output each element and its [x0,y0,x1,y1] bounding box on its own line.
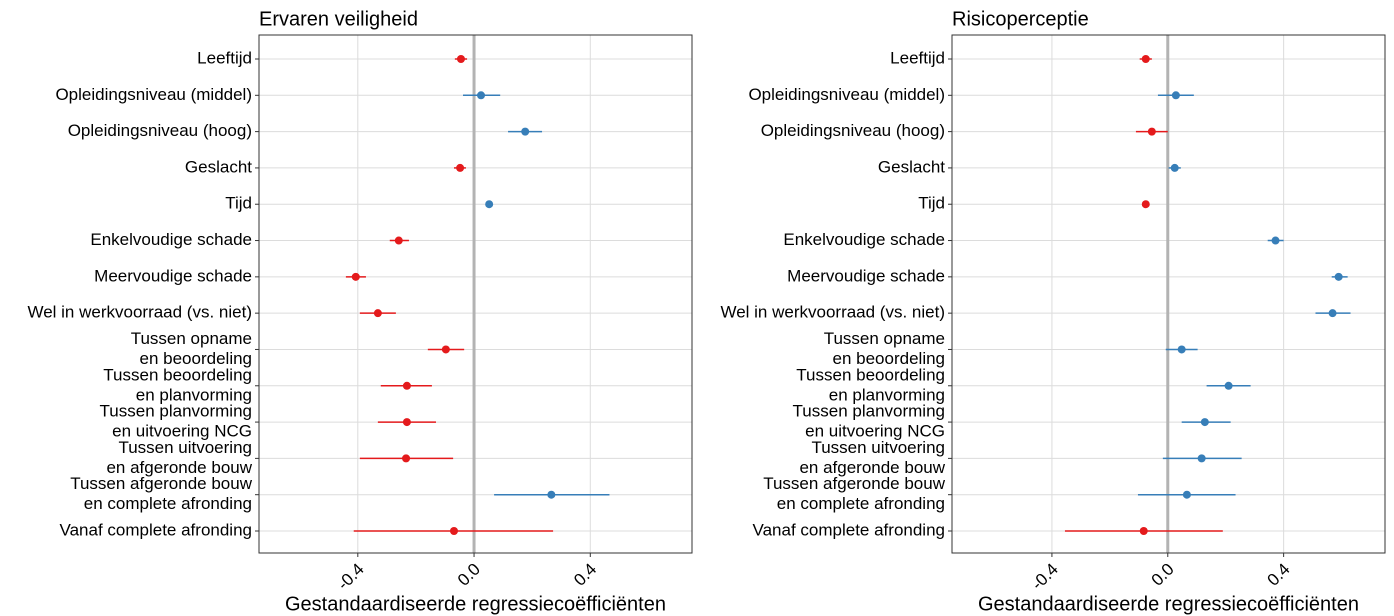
point [477,91,486,100]
point [456,163,465,172]
y-tick-label: Tussen afgeronde bouw [763,474,945,493]
plot-border [951,34,1386,554]
y-tick-label: Tussen uitvoering [118,438,252,457]
point [1141,55,1150,63]
y-tick-label: Opleidingsniveau (hoog) [68,121,252,140]
point [521,127,530,136]
point [1170,163,1179,172]
y-tick-label: en afgeronde bouw [799,458,945,477]
y-tick-label: Tussen opname [824,329,945,348]
y-tick-label: en uitvoering NCG [805,422,945,441]
point [1328,309,1337,318]
point [1147,127,1156,136]
x-tick-label: 0.0 [1148,560,1178,590]
x-axis-title: Gestandaardiseerde regressiecoëfficiënte… [285,593,666,615]
y-tick-label: Meervoudige schade [94,266,252,285]
point [1197,454,1206,463]
chart-title: Ervaren veiligheid [259,8,418,30]
y-tick-label: Tussen planvorming [793,402,945,421]
x-axis-title: Gestandaardiseerde regressiecoëfficiënte… [978,593,1359,615]
y-tick-label: Geslacht [185,157,252,176]
y-tick-label: en uitvoering NCG [112,422,252,441]
point [547,490,556,499]
point [1334,272,1343,281]
point [402,418,411,427]
y-tick-label: en afgeronde bouw [106,458,252,477]
point [485,200,494,209]
x-tick-label: 0.4 [1263,560,1293,590]
y-tick-label: Tussen afgeronde bouw [70,474,252,493]
y-tick-label: Tussen planvorming [100,402,252,421]
point [449,527,458,535]
y-tick-label: en complete afronding [777,494,945,513]
y-tick-label: Enkelvoudige schade [783,230,945,249]
point [1200,418,1209,427]
y-tick-label: Tijd [918,194,945,213]
point [402,454,411,463]
point [441,345,450,354]
point [351,272,360,281]
y-tick-label: en planvorming [829,385,945,404]
x-tick-label: 0.0 [454,560,484,590]
y-tick-label: Tussen beoordeling [796,365,945,384]
x-tick-label: -0.4 [1028,560,1062,594]
point [1139,527,1148,535]
point [1271,236,1280,245]
point [1177,345,1186,354]
y-tick-label: Opleidingsniveau (middel) [55,85,252,104]
point [1224,381,1233,390]
y-tick-label: Tussen uitvoering [811,438,945,457]
y-tick-label: en complete afronding [84,494,252,513]
y-tick-label: Opleidingsniveau (hoog) [761,121,945,140]
y-tick-label: Opleidingsniveau (middel) [748,85,945,104]
chart-title: Risicoperceptie [952,8,1089,30]
point [456,55,465,63]
y-tick-label: Tussen beoordeling [103,365,252,384]
y-tick-label: Enkelvoudige schade [90,230,252,249]
point [1141,200,1150,209]
point [394,236,403,245]
y-tick-label: Tussen opname [131,329,252,348]
y-tick-label: en beoordeling [833,349,945,368]
y-tick-label: Tijd [225,194,252,213]
point [373,309,382,318]
y-tick-label: Geslacht [878,157,945,176]
y-tick-label: Vanaf complete afronding [753,520,945,539]
y-tick-label: Wel in werkvoorraad (vs. niet) [720,303,945,322]
plot-border [258,34,693,554]
y-tick-label: Meervoudige schade [787,266,945,285]
y-tick-label: en beoordeling [140,349,252,368]
y-tick-label: Wel in werkvoorraad (vs. niet) [27,303,252,322]
x-tick-label: 0.4 [570,560,600,590]
x-tick-label: -0.4 [334,560,368,594]
point [1182,490,1191,499]
y-tick-label: Vanaf complete afronding [60,520,252,539]
y-tick-label: Leeftijd [197,48,252,67]
point [402,381,411,390]
y-tick-label: en planvorming [136,385,252,404]
point [1171,91,1180,100]
y-tick-label: Leeftijd [890,48,945,67]
